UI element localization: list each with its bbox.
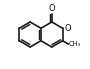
Text: O: O — [64, 24, 71, 33]
Text: CH₃: CH₃ — [69, 41, 81, 47]
Text: O: O — [49, 4, 55, 13]
